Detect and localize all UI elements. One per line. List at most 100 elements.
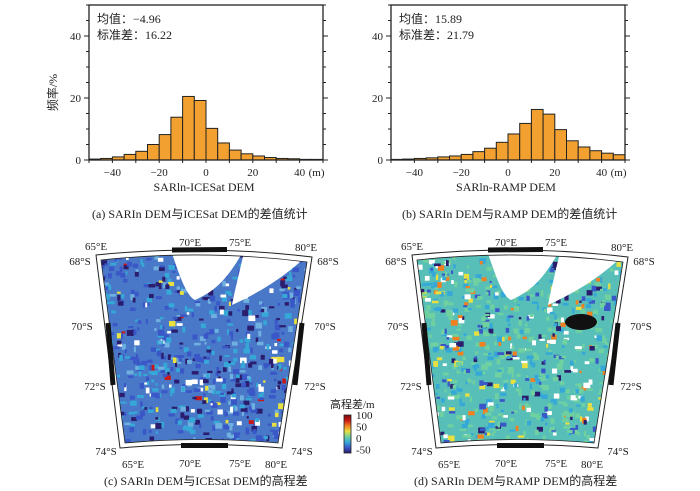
caption-c: (c) SARIn DEM与ICESat DEM的高程差	[104, 474, 308, 488]
bar	[566, 140, 579, 161]
colorbar-title: 高程差/m	[330, 397, 375, 411]
lon-label-top: 70°E	[495, 237, 517, 249]
bar	[135, 150, 149, 161]
bar	[170, 116, 184, 161]
ocean-mask	[548, 254, 623, 305]
stat-text: 均值：15.89	[399, 11, 462, 26]
map-d: 65°E 70°E 75°E 80°E65°E 70°E 75°E 80°E68°S70°S…	[385, 237, 655, 471]
y-tick-label: 20	[70, 93, 82, 105]
map-c: 65°E 70°E 75°E 80°E65°E 70°E 75°E 80°E68°S70°S…	[69, 237, 339, 471]
lat-label-right: 68°S	[633, 256, 655, 268]
lon-label-top: 75°E	[545, 237, 567, 249]
bar	[519, 122, 532, 161]
lon-label-top: 65°E	[401, 241, 423, 253]
y-tick-label: 40	[372, 31, 384, 43]
bar	[193, 99, 207, 161]
bar	[217, 142, 230, 161]
lat-label-right: 70°S	[314, 321, 336, 333]
x-unit-label: (m)	[309, 167, 325, 179]
lon-label-top: 80°E	[295, 242, 317, 254]
ocean-mask	[486, 254, 561, 300]
y-tick-label: 0	[76, 155, 82, 167]
ocean-mask	[170, 254, 245, 300]
x-tick-label: −20	[453, 167, 471, 179]
map-inner-frame	[100, 254, 308, 444]
bar	[472, 151, 486, 161]
lon-label-bottom: 75°E	[545, 458, 567, 470]
bar	[554, 129, 567, 161]
lon-label-bottom: 80°E	[265, 459, 287, 471]
lat-label-left: 72°S	[400, 381, 422, 393]
bar	[123, 153, 137, 161]
y-axis-label: 频率/%	[45, 74, 60, 111]
colorbar-ramp	[343, 414, 352, 454]
ocean-mask	[232, 254, 307, 305]
lat-label-left: 70°S	[387, 321, 409, 333]
bar	[240, 153, 254, 161]
lat-label-left: 74°S	[95, 446, 117, 458]
x-tick-label: −40	[104, 167, 122, 179]
frame-segment	[171, 247, 228, 253]
x-tick-label: −40	[406, 167, 424, 179]
lon-label-bottom: 70°E	[495, 458, 517, 470]
lat-label-left: 68°S	[69, 256, 91, 268]
bar	[228, 149, 242, 161]
lon-label-bottom: 75°E	[229, 458, 251, 470]
bar	[484, 147, 497, 161]
x-unit-label: (m)	[611, 167, 627, 179]
stat-text: 均值：−4.96	[97, 11, 161, 26]
x-tick-label: 20	[247, 167, 259, 179]
lat-label-right: 72°S	[304, 381, 326, 393]
x-tick-label: 40	[596, 167, 608, 179]
bar	[158, 134, 172, 161]
colorbar-tick-label: 50	[356, 422, 368, 434]
bar	[612, 154, 626, 161]
frame-segment	[608, 322, 621, 386]
x-tick-label: 0	[203, 167, 209, 179]
x-axis-label: SARln-RAMP DEM	[456, 180, 556, 194]
lat-label-right: 72°S	[620, 381, 642, 393]
colorbar-tick-label: 0	[356, 433, 362, 445]
y-tick-label: 40	[70, 31, 82, 43]
lat-label-right: 70°S	[630, 321, 652, 333]
lat-label-right: 74°S	[607, 446, 629, 458]
lon-label-bottom: 65°E	[438, 459, 460, 471]
frame-segment	[105, 322, 116, 386]
bar	[495, 141, 509, 161]
x-tick-label: 20	[549, 167, 561, 179]
bar	[542, 113, 556, 161]
x-tick-label: 0	[505, 167, 511, 179]
lon-label-top: 80°E	[611, 242, 633, 254]
bar	[182, 95, 195, 161]
bar	[530, 108, 544, 161]
bar	[460, 153, 474, 161]
x-axis-label: SARln-ICESat DEM	[153, 180, 254, 194]
lat-label-right: 74°S	[291, 446, 313, 458]
stat-text: 标准差：16.22	[97, 28, 172, 42]
bar	[577, 146, 591, 161]
bar	[147, 144, 160, 161]
amery-ice-shelf-anomaly	[565, 314, 597, 330]
bar	[205, 127, 219, 161]
bar	[507, 133, 521, 161]
lon-label-bottom: 65°E	[122, 459, 144, 471]
bar	[601, 152, 614, 161]
caption-d: (d) SARIn DEM与RAMP DEM的高程差	[414, 474, 618, 488]
map-inner-frame	[416, 254, 624, 444]
frame-segment	[292, 322, 305, 386]
frame-segment	[487, 247, 544, 253]
lon-label-top: 65°E	[85, 241, 107, 253]
frame-segment	[421, 322, 432, 386]
x-tick-label: −20	[151, 167, 169, 179]
lat-label-left: 74°S	[411, 446, 433, 458]
caption-b: (b) SARIn DEM与RAMP DEM的差值统计	[402, 207, 618, 221]
lat-label-left: 70°S	[71, 321, 93, 333]
lon-label-top: 75°E	[229, 237, 251, 249]
colorbar-tick-label: -50	[356, 445, 371, 457]
stat-text: 标准差：21.79	[399, 28, 474, 42]
